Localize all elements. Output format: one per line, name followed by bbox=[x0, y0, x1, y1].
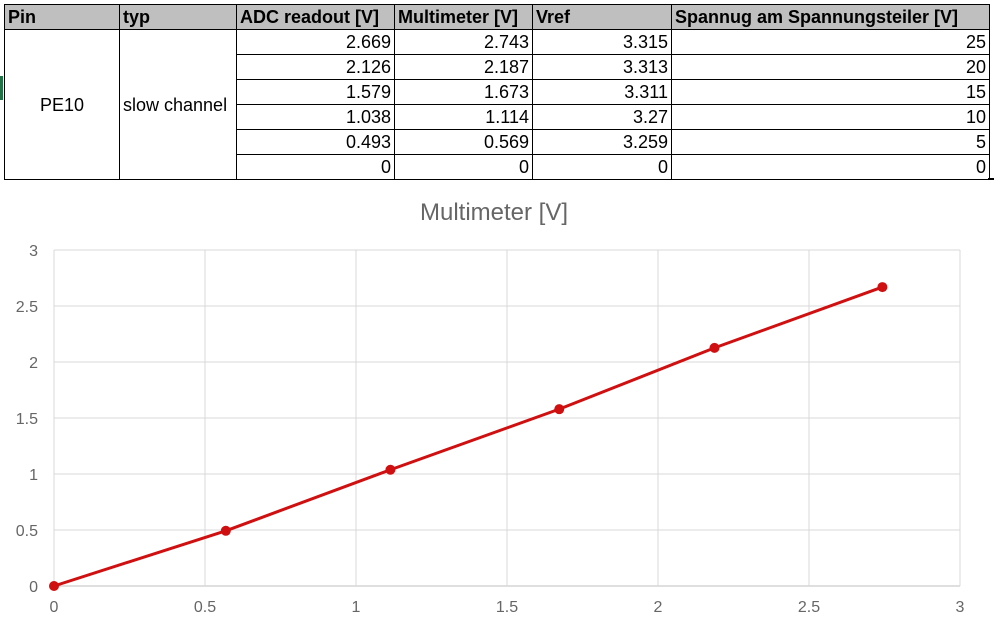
cell-multimeter[interactable]: 0 bbox=[394, 154, 533, 180]
cell-spannung[interactable]: 5 bbox=[671, 129, 990, 155]
row-selection-indicator bbox=[0, 76, 3, 100]
y-tick-label: 1 bbox=[29, 467, 38, 484]
cell-adc[interactable]: 0.493 bbox=[236, 129, 395, 155]
x-tick-label: 0.5 bbox=[194, 599, 216, 616]
series-group bbox=[49, 282, 888, 591]
data-point[interactable] bbox=[220, 525, 231, 536]
cell-multimeter[interactable]: 2.187 bbox=[394, 54, 533, 80]
cell-vref[interactable]: 3.259 bbox=[532, 129, 672, 155]
table-header-row: Pin typ ADC readout [V] Multimeter [V] V… bbox=[4, 4, 990, 30]
cell-pin[interactable]: PE10 bbox=[4, 29, 120, 180]
header-vref[interactable]: Vref bbox=[532, 4, 672, 30]
data-point[interactable] bbox=[709, 342, 720, 353]
data-table: Pin typ ADC readout [V] Multimeter [V] V… bbox=[4, 4, 990, 180]
chart-title[interactable]: Multimeter [V] bbox=[420, 199, 568, 226]
x-tick-label: 2 bbox=[654, 599, 663, 616]
y-tick-label: 0.5 bbox=[16, 523, 38, 540]
cell-adc[interactable]: 1.038 bbox=[236, 104, 395, 130]
cell-spannung[interactable]: 10 bbox=[671, 104, 990, 130]
header-spannung[interactable]: Spannug am Spannungsteiler [V] bbox=[671, 4, 990, 30]
cell-spannung[interactable]: 25 bbox=[671, 29, 990, 55]
cell-vref[interactable]: 3.315 bbox=[532, 29, 672, 55]
cell-spannung[interactable]: 0 bbox=[671, 154, 990, 180]
header-adc-readout[interactable]: ADC readout [V] bbox=[236, 4, 395, 30]
spreadsheet: Pin typ ADC readout [V] Multimeter [V] V… bbox=[0, 0, 994, 202]
data-point[interactable] bbox=[554, 404, 565, 415]
cell-typ[interactable]: slow channel bbox=[119, 29, 237, 180]
cell-adc[interactable]: 1.579 bbox=[236, 79, 395, 105]
x-tick-label: 0 bbox=[50, 599, 59, 616]
cell-multimeter[interactable]: 0.569 bbox=[394, 129, 533, 155]
data-point[interactable] bbox=[385, 464, 396, 475]
x-tick-label: 2.5 bbox=[798, 599, 820, 616]
table-row: 0.493 0.569 3.259 5 bbox=[5, 129, 990, 155]
data-point[interactable] bbox=[49, 581, 59, 591]
cell-spannung[interactable]: 20 bbox=[671, 54, 990, 80]
chart-area[interactable]: Multimeter [V] 0 0.5 1 1.5 2 2.5 3 0 0.5 1 1.5 2 2.… bbox=[0, 180, 994, 637]
cell-multimeter[interactable]: 2.743 bbox=[394, 29, 533, 55]
x-tick-label: 1.5 bbox=[496, 599, 518, 616]
cell-adc[interactable]: 2.669 bbox=[236, 29, 395, 55]
cell-adc[interactable]: 0 bbox=[236, 154, 395, 180]
cell-vref[interactable]: 0 bbox=[532, 154, 672, 180]
header-typ[interactable]: typ bbox=[119, 4, 237, 30]
table-row: PE10 slow channel 2.669 2.743 3.315 25 bbox=[4, 29, 990, 180]
cell-multimeter[interactable]: 1.673 bbox=[394, 79, 533, 105]
series-line bbox=[53, 285, 883, 588]
table-row: 1.038 1.114 3.27 10 bbox=[5, 104, 990, 130]
y-tick-label: 2 bbox=[29, 355, 38, 372]
chart-svg: Multimeter [V] 0 0.5 1 1.5 2 2.5 3 0 0.5 1 1.5 2 2.… bbox=[16, 199, 965, 616]
y-axis-ticks: 0 0.5 1 1.5 2 2.5 3 bbox=[16, 243, 38, 596]
cell-spannung[interactable]: 15 bbox=[671, 79, 990, 105]
cell-multimeter[interactable]: 1.114 bbox=[394, 104, 533, 130]
cell-vref[interactable]: 3.313 bbox=[532, 54, 672, 80]
cell-vref[interactable]: 3.311 bbox=[532, 79, 672, 105]
cell-vref[interactable]: 3.27 bbox=[532, 104, 672, 130]
data-point[interactable] bbox=[877, 282, 888, 293]
grid-group bbox=[53, 249, 961, 587]
table-row: 1.579 1.673 3.311 15 bbox=[5, 79, 990, 105]
header-pin[interactable]: Pin bbox=[4, 4, 120, 30]
x-tick-label: 1 bbox=[352, 599, 361, 616]
y-tick-label: 2.5 bbox=[16, 299, 38, 316]
y-tick-label: 1.5 bbox=[16, 411, 38, 428]
x-tick-label: 3 bbox=[956, 599, 965, 616]
table-row: 2.126 2.187 3.313 20 bbox=[5, 54, 990, 80]
table-row: 0 0 0 0 bbox=[5, 154, 990, 180]
x-axis-ticks: 0 0.5 1 1.5 2 2.5 3 bbox=[50, 599, 965, 616]
cell-adc[interactable]: 2.126 bbox=[236, 54, 395, 80]
y-tick-label: 0 bbox=[29, 579, 38, 596]
y-tick-label: 3 bbox=[29, 243, 38, 260]
header-multimeter[interactable]: Multimeter [V] bbox=[394, 4, 533, 30]
